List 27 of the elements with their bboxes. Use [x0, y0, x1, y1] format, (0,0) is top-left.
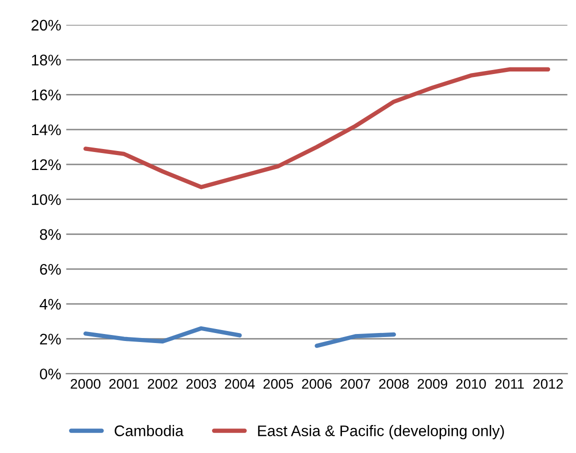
y-tick-label: 6% [40, 264, 61, 275]
x-tick-label: 2003 [186, 378, 216, 389]
y-tick-label: 10% [32, 194, 61, 206]
y-tick-label: 0% [40, 368, 61, 380]
x-tick-label: 2001 [109, 378, 139, 389]
x-tick-label: 2002 [148, 378, 178, 389]
x-tick-label: 2007 [340, 378, 370, 389]
x-tick-label: 2009 [418, 378, 448, 389]
x-tick-label: 2004 [224, 378, 255, 389]
x-tick-label: 2005 [264, 378, 294, 389]
y-tick-label: 12% [32, 159, 61, 170]
x-tick-label: 2000 [70, 378, 100, 389]
legend-label: Cambodia [114, 425, 184, 436]
y-tick-label: 16% [32, 90, 61, 100]
x-tick-label: 2008 [379, 378, 409, 389]
y-tick-label: 2% [40, 334, 61, 344]
y-tick-label: 20% [32, 20, 61, 31]
y-tick-label: 8% [40, 229, 61, 240]
x-tick-label: 2011 [495, 378, 524, 389]
line-series [83, 67, 550, 190]
y-tick-label: 18% [32, 54, 61, 66]
x-tick-label: 2006 [302, 378, 332, 389]
y-tick-label: 4% [40, 298, 61, 310]
legend-label: East Asia & Pacific (developing only) [258, 425, 504, 440]
x-tick-label: 2010 [456, 378, 486, 389]
y-tick-label: 14% [32, 124, 61, 136]
x-tick-label: 2012 [533, 378, 563, 389]
